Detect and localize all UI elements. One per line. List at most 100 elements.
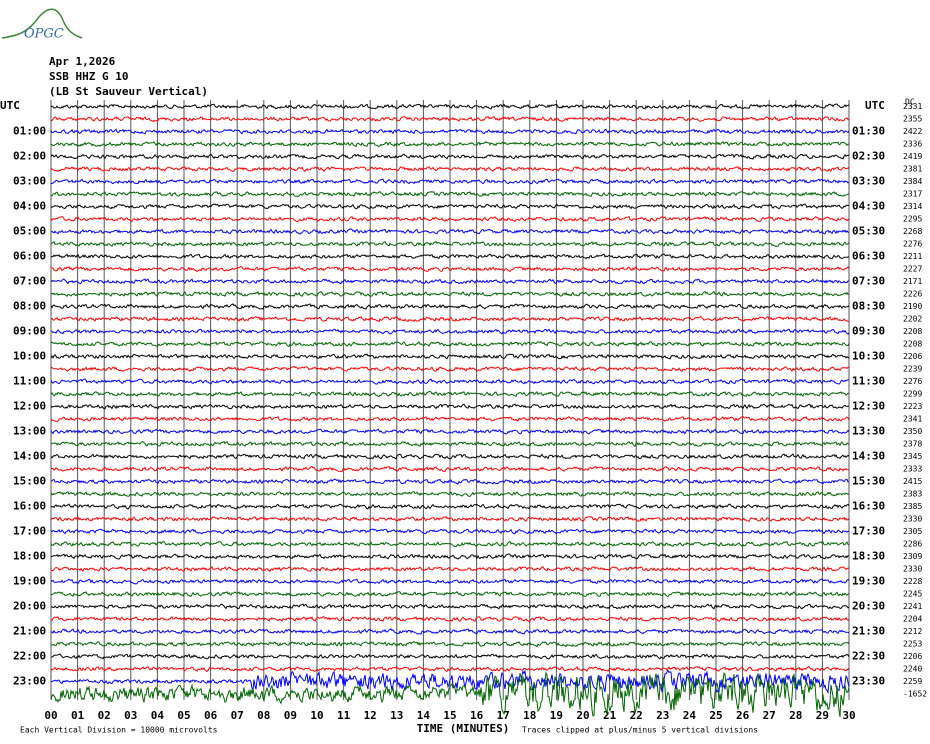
trace bbox=[50, 578, 850, 585]
row-label-right: 04:30 bbox=[852, 200, 885, 213]
x-tick-label: 20 bbox=[576, 709, 589, 722]
row-label-left: 17:00 bbox=[13, 525, 46, 538]
trace-offset: 2295 bbox=[903, 215, 922, 224]
trace bbox=[50, 128, 850, 135]
x-tick-label: 23 bbox=[656, 709, 669, 722]
x-tick-label: 12 bbox=[364, 709, 377, 722]
location: (LB St Sauveur Vertical) bbox=[49, 85, 208, 98]
trace-offset: 2317 bbox=[903, 190, 922, 199]
x-tick-label: 28 bbox=[789, 709, 802, 722]
x-tick-label: 26 bbox=[736, 709, 750, 722]
row-label-left: 15:00 bbox=[13, 475, 46, 488]
row-label-left: 02:00 bbox=[13, 150, 46, 163]
trace-offset: 2204 bbox=[903, 615, 922, 624]
trace bbox=[50, 115, 850, 122]
x-tick-label: 30 bbox=[842, 709, 855, 722]
trace bbox=[50, 315, 850, 323]
trace bbox=[50, 240, 850, 247]
trace-offset: 2384 bbox=[903, 177, 922, 186]
trace-offset: 2331 bbox=[903, 102, 922, 111]
x-tick-label: 05 bbox=[177, 709, 190, 722]
trace bbox=[50, 528, 850, 535]
row-label-left: 03:00 bbox=[13, 175, 46, 188]
scale-note: Each Vertical Division = 10000 microvolt… bbox=[20, 726, 218, 735]
x-tick-label: 13 bbox=[390, 709, 403, 722]
trace bbox=[50, 540, 850, 548]
trace bbox=[50, 290, 850, 297]
trace-offset: 2259 bbox=[903, 677, 922, 686]
row-label-right: 20:30 bbox=[852, 600, 885, 613]
x-tick-label: 27 bbox=[763, 709, 776, 722]
row-label-right: 13:30 bbox=[852, 425, 885, 438]
trace-offset: 2355 bbox=[903, 115, 922, 124]
x-tick-label: 18 bbox=[523, 709, 536, 722]
clip-note: Traces clipped at plus/minus 5 vertical … bbox=[522, 726, 758, 735]
row-label-right: 19:30 bbox=[852, 575, 885, 588]
row-label-right: 11:30 bbox=[852, 375, 885, 388]
row-label-left: 12:00 bbox=[13, 400, 46, 413]
trace bbox=[50, 666, 850, 673]
trace bbox=[50, 265, 850, 272]
row-label-left: 08:00 bbox=[13, 300, 46, 313]
trace-offset: -1652 bbox=[903, 690, 927, 699]
trace bbox=[50, 166, 850, 172]
trace-offset: 2415 bbox=[903, 477, 922, 486]
row-label-right: 17:30 bbox=[852, 525, 885, 538]
row-label-right: 07:30 bbox=[852, 275, 885, 288]
trace bbox=[50, 503, 850, 510]
trace bbox=[50, 366, 850, 373]
trace bbox=[50, 278, 850, 285]
row-label-right: 03:30 bbox=[852, 175, 885, 188]
trace bbox=[51, 603, 850, 610]
x-tick-label: 08 bbox=[257, 709, 270, 722]
row-label-left: 11:00 bbox=[13, 375, 46, 388]
row-label-left: 20:00 bbox=[13, 600, 46, 613]
trace-offset: 2286 bbox=[903, 540, 922, 549]
trace bbox=[50, 628, 850, 635]
left-header: UTC bbox=[0, 99, 20, 112]
trace-offset: 2385 bbox=[903, 502, 922, 511]
trace bbox=[50, 378, 850, 385]
trace-offset: 2345 bbox=[903, 452, 922, 461]
row-label-right: 05:30 bbox=[852, 225, 885, 238]
trace-offset: 2299 bbox=[903, 390, 922, 399]
trace-offset: 2206 bbox=[903, 652, 922, 661]
row-label-right: 23:30 bbox=[852, 675, 885, 688]
trace bbox=[50, 403, 850, 410]
right-header: UTC bbox=[865, 99, 885, 112]
x-tick-label: 17 bbox=[497, 709, 510, 722]
trace-offset: 2206 bbox=[903, 352, 922, 361]
trace bbox=[50, 178, 850, 185]
row-label-left: 06:00 bbox=[13, 250, 46, 263]
row-label-right: 02:30 bbox=[852, 150, 885, 163]
row-label-right: 14:30 bbox=[852, 450, 885, 463]
x-tick-label: 14 bbox=[417, 709, 431, 722]
x-tick-label: 24 bbox=[683, 709, 697, 722]
trace-offset: 2171 bbox=[903, 277, 922, 286]
trace-offset: 2208 bbox=[903, 327, 922, 336]
row-label-left: 13:00 bbox=[13, 425, 46, 438]
x-tick-label: 00 bbox=[44, 709, 57, 722]
logo-curve bbox=[1, 8, 83, 39]
trace-offset: 2276 bbox=[903, 377, 922, 386]
x-tick-label: 03 bbox=[124, 709, 137, 722]
trace bbox=[50, 203, 850, 210]
trace-offset: 2378 bbox=[903, 440, 922, 449]
trace-offset: 2226 bbox=[903, 290, 922, 299]
x-tick-label: 07 bbox=[231, 709, 244, 722]
x-tick-label: 11 bbox=[337, 709, 351, 722]
row-label-left: 01:00 bbox=[13, 125, 46, 138]
trace-offset: 2419 bbox=[903, 152, 922, 161]
x-tick-label: 15 bbox=[443, 709, 456, 722]
row-label-right: 15:30 bbox=[852, 475, 885, 488]
row-label-left: 21:00 bbox=[13, 625, 46, 638]
x-tick-label: 10 bbox=[310, 709, 323, 722]
trace bbox=[50, 191, 850, 197]
x-tick-label: 19 bbox=[550, 709, 563, 722]
trace bbox=[50, 553, 850, 560]
x-tick-label: 09 bbox=[284, 709, 297, 722]
row-label-left: 23:00 bbox=[13, 675, 46, 688]
trace-offset: 2227 bbox=[903, 265, 922, 274]
trace-offset: 2276 bbox=[903, 240, 922, 249]
